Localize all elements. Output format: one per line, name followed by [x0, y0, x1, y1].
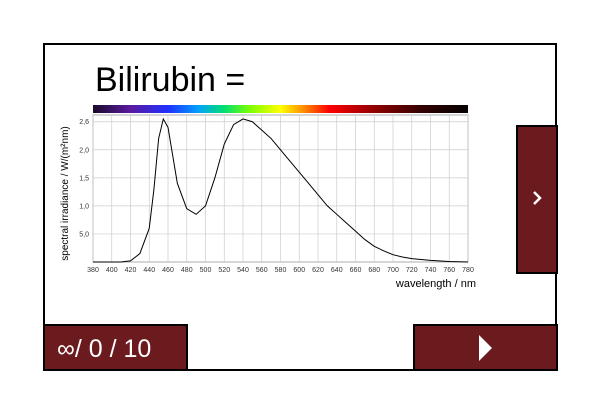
x-tick-label: 480: [181, 267, 193, 274]
x-tick-label: 680: [368, 267, 380, 274]
x-tick-label: 640: [331, 267, 343, 274]
x-tick-label: 620: [312, 267, 324, 274]
y-tick-label: 2,6: [79, 119, 89, 126]
title: Bilirubin =: [95, 61, 245, 99]
x-tick-label: 720: [406, 267, 418, 274]
y-axis-label: spectral irradiance / W/(m²nm): [60, 126, 71, 260]
x-tick-label: 580: [275, 267, 287, 274]
next-button[interactable]: [516, 125, 558, 274]
y-tick-label: 1,0: [79, 203, 89, 210]
x-tick-label: 380: [87, 267, 99, 274]
x-tick-label: 420: [125, 267, 137, 274]
x-tick-label: 520: [218, 267, 230, 274]
y-tick-label: 5,0: [79, 231, 89, 238]
x-tick-label: 700: [387, 267, 399, 274]
x-tick-label: 460: [162, 267, 174, 274]
y-tick-label: 1,5: [79, 175, 89, 182]
x-tick-label: 540: [237, 267, 249, 274]
counter: ∞/ 0 / 10: [57, 335, 151, 363]
spectrum-line: [93, 117, 469, 263]
x-tick-label: 500: [200, 267, 212, 274]
plot: 380 400 420 440 460 480 500 520 540 560 580 600 620 6…: [60, 114, 476, 290]
x-tick-label: 440: [143, 267, 155, 274]
counter-bg: [43, 324, 188, 371]
x-tick-label: 560: [256, 267, 268, 274]
spectrum-bar: [93, 105, 468, 113]
x-tick-label: 400: [106, 267, 118, 274]
x-tick-label: 600: [293, 267, 305, 274]
chevron-icon: [533, 191, 542, 205]
counter-box: ∞/ 0 / 10: [43, 324, 188, 371]
x-tick-label: 660: [350, 267, 362, 274]
x-tick-label: 760: [443, 267, 455, 274]
x-tick-label: 740: [425, 267, 437, 274]
play-icon: [479, 335, 492, 361]
play-button[interactable]: [413, 324, 558, 371]
y-tick-label: 2,0: [79, 147, 89, 154]
x-tick-label: 780: [462, 267, 474, 274]
x-axis-label: wavelength / nm: [395, 278, 476, 290]
